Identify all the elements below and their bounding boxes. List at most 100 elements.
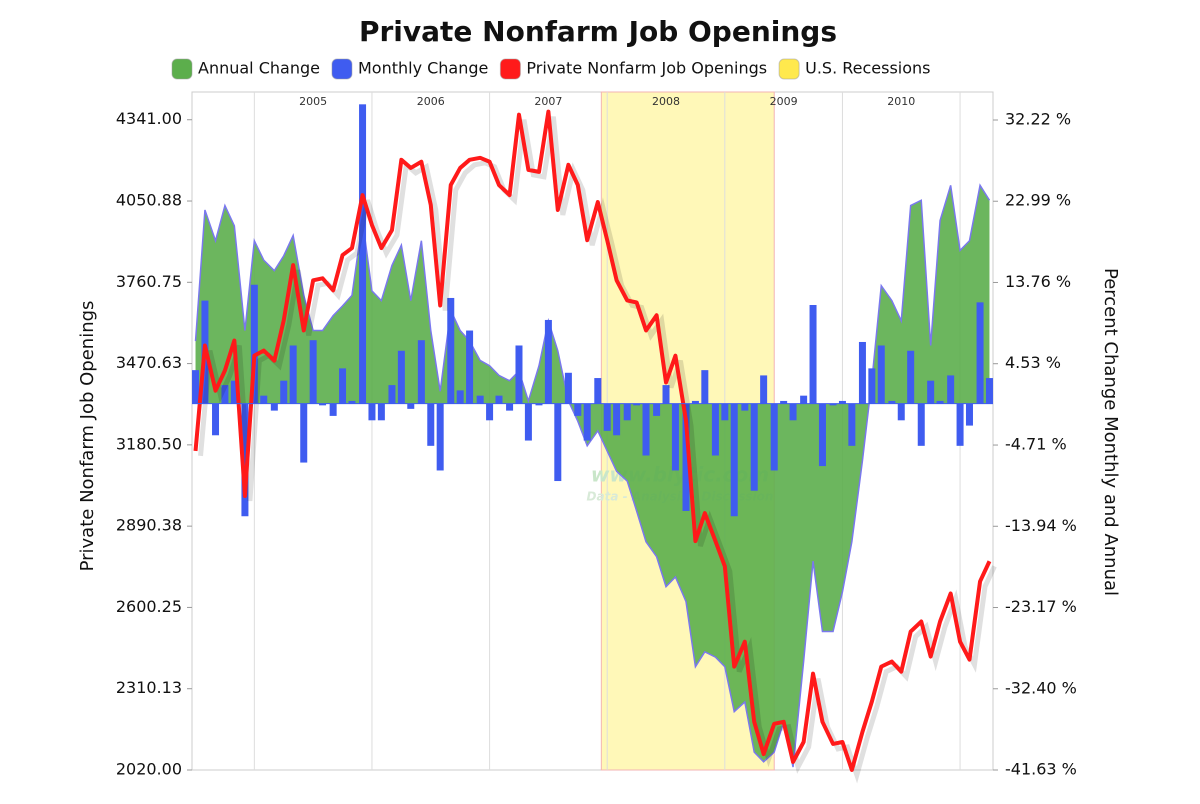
bar — [927, 380, 935, 404]
bar — [583, 403, 591, 441]
bar — [495, 395, 503, 404]
legend-swatch — [778, 58, 800, 80]
bar — [721, 403, 729, 421]
bar — [329, 403, 337, 416]
legend-swatch — [331, 58, 353, 80]
y2-tick-label: -32.40 % — [1005, 678, 1077, 697]
bar — [838, 400, 846, 404]
bar — [711, 403, 719, 456]
y2-axis-title: Percent Change Monthly and Annual — [1100, 268, 1121, 596]
x-tick-label: 2008 — [652, 95, 680, 108]
y2-tick-label: -4.71 % — [1005, 435, 1067, 454]
bar — [770, 403, 778, 471]
bar — [486, 403, 494, 421]
y2-tick-label: 4.53 % — [1005, 353, 1061, 372]
bar — [260, 395, 268, 404]
legend: Annual Change Monthly Change Private Nonfa… — [171, 58, 931, 80]
bar — [671, 403, 679, 471]
x-tick-label: 2007 — [534, 95, 562, 108]
y2-tick-label: 22.99 % — [1005, 191, 1071, 210]
bar — [397, 350, 405, 404]
legend-label: U.S. Recessions — [805, 59, 930, 78]
bar — [466, 330, 474, 404]
bar — [633, 403, 641, 406]
bar — [829, 403, 837, 406]
bar — [456, 390, 464, 404]
y-tick-label: 2020.00 — [116, 760, 182, 779]
bar — [377, 403, 385, 421]
bar — [642, 403, 650, 456]
bar — [407, 403, 415, 409]
bar — [888, 400, 896, 404]
bar — [241, 403, 249, 517]
bar — [212, 403, 220, 436]
y-tick-label: 4341.00 — [116, 109, 182, 128]
bar — [691, 400, 699, 404]
y2-tick-label: -23.17 % — [1005, 597, 1077, 616]
y-tick-label: 2890.38 — [116, 516, 182, 535]
bar — [917, 403, 925, 446]
y-tick-label: 4050.88 — [116, 191, 182, 210]
bar — [741, 403, 749, 411]
bar — [436, 403, 444, 471]
legend-label: Private Nonfarm Job Openings — [526, 59, 767, 78]
y-tick-label: 2310.13 — [116, 678, 182, 697]
bar — [192, 370, 200, 404]
bar — [682, 403, 690, 511]
bar — [760, 375, 768, 404]
bar — [956, 403, 964, 446]
bar — [947, 375, 955, 404]
bar — [603, 403, 611, 431]
bar — [359, 104, 367, 404]
bar — [780, 400, 788, 404]
bar — [662, 385, 670, 404]
bar — [564, 372, 572, 404]
legend-swatch — [171, 58, 193, 80]
area-fill — [195, 185, 990, 768]
y2-tick-label: 13.76 % — [1005, 272, 1071, 291]
y2-tick-label: 32.22 % — [1005, 109, 1071, 128]
bar — [368, 403, 376, 421]
bar — [818, 403, 826, 467]
bar — [858, 341, 866, 404]
bar — [877, 345, 885, 404]
bar — [544, 319, 552, 404]
area-outline — [194, 183, 991, 768]
bar — [250, 284, 258, 404]
y-tick-label: 3760.75 — [116, 272, 182, 291]
bar — [936, 400, 944, 404]
bar — [476, 395, 484, 404]
x-tick-label: 2009 — [770, 95, 798, 108]
bar — [300, 403, 308, 463]
y-tick-label: 3180.50 — [116, 434, 182, 453]
legend-swatch — [499, 58, 521, 80]
bar — [848, 403, 856, 446]
bar — [221, 385, 229, 404]
y2-tick-label: -13.94 % — [1005, 516, 1077, 535]
bar — [417, 340, 425, 404]
bar — [515, 345, 523, 404]
legend-label: Annual Change — [198, 59, 320, 78]
bar — [574, 403, 582, 416]
bar — [809, 305, 817, 404]
bar — [280, 380, 288, 404]
x-tick-label: 2006 — [417, 95, 445, 108]
bar — [289, 345, 297, 404]
bar — [339, 368, 347, 404]
x-tick-label: 2010 — [887, 95, 915, 108]
chart-title: Private Nonfarm Job Openings — [359, 15, 837, 48]
bar — [594, 378, 602, 404]
bar — [701, 370, 709, 404]
y-tick-label: 2600.25 — [116, 597, 182, 616]
bar — [309, 340, 317, 404]
bar — [750, 403, 758, 491]
x-tick-label: 2005 — [299, 95, 327, 108]
bar — [427, 403, 435, 446]
bar — [554, 403, 562, 482]
bar — [270, 403, 278, 411]
bar — [907, 350, 915, 404]
legend-label: Monthly Change — [358, 59, 488, 78]
bar — [976, 302, 984, 404]
bar — [965, 403, 973, 426]
y2-tick-label: -41.63 % — [1005, 760, 1077, 779]
